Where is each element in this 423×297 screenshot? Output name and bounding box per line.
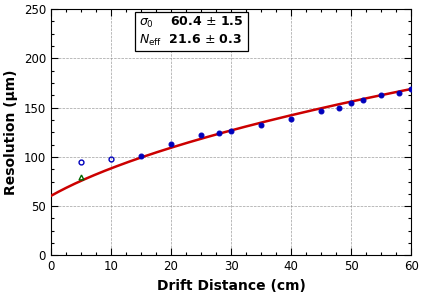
Text: $\sigma_0$    60.4 $\pm$ 1.5
$N_{\mathrm{eff}}$  21.6 $\pm$ 0.3: $\sigma_0$ 60.4 $\pm$ 1.5 $N_{\mathrm{ef… (139, 15, 244, 48)
X-axis label: Drift Distance (cm): Drift Distance (cm) (157, 279, 305, 293)
Y-axis label: Resolution (μm): Resolution (μm) (4, 69, 18, 195)
